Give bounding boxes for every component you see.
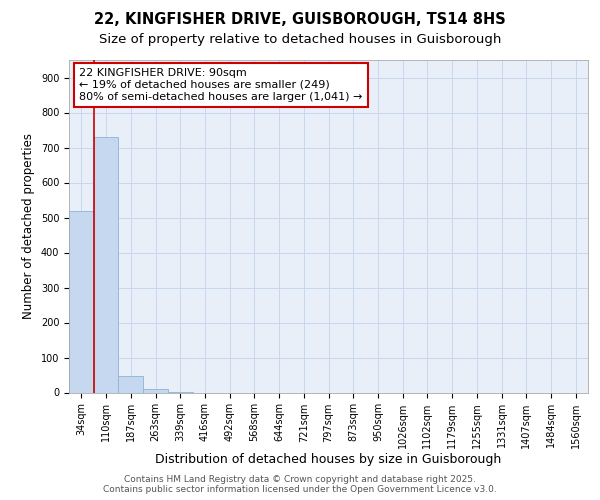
Bar: [118, 376, 143, 392]
Text: 22, KINGFISHER DRIVE, GUISBOROUGH, TS14 8HS: 22, KINGFISHER DRIVE, GUISBOROUGH, TS14 …: [94, 12, 506, 28]
X-axis label: Distribution of detached houses by size in Guisborough: Distribution of detached houses by size …: [155, 454, 502, 466]
Text: Size of property relative to detached houses in Guisborough: Size of property relative to detached ho…: [99, 32, 501, 46]
Bar: [94, 137, 118, 392]
Y-axis label: Number of detached properties: Number of detached properties: [22, 133, 35, 320]
Text: 22 KINGFISHER DRIVE: 90sqm
← 19% of detached houses are smaller (249)
80% of sem: 22 KINGFISHER DRIVE: 90sqm ← 19% of deta…: [79, 68, 363, 102]
Bar: [69, 210, 94, 392]
Text: Contains HM Land Registry data © Crown copyright and database right 2025.
Contai: Contains HM Land Registry data © Crown c…: [103, 474, 497, 494]
Bar: [143, 389, 168, 392]
